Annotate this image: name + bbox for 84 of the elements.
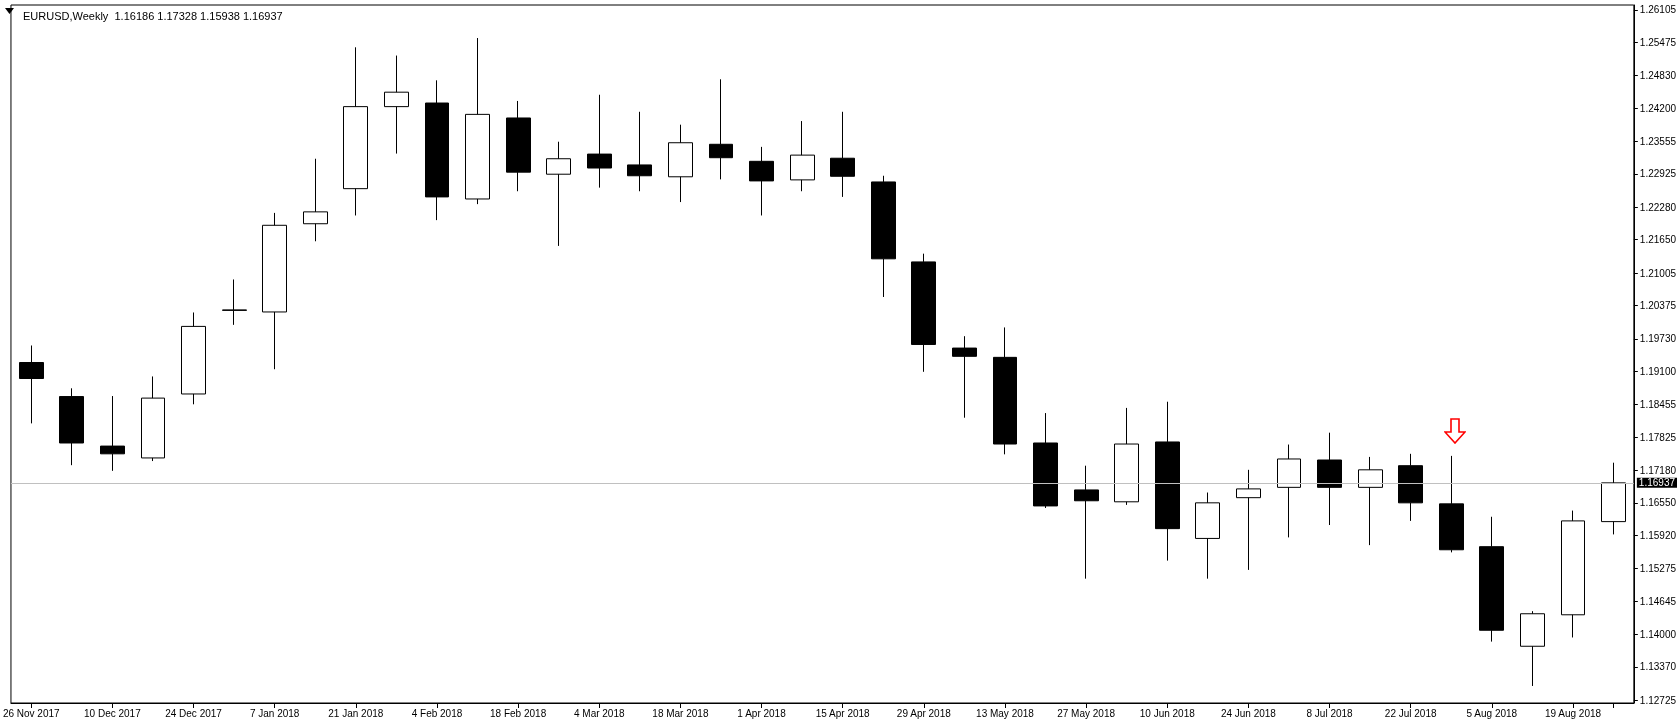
y-tick-label: 1.26105 xyxy=(1639,4,1677,16)
y-tick-label: 1.17180 xyxy=(1639,464,1677,476)
candlestick xyxy=(19,344,44,424)
candlestick xyxy=(262,212,287,370)
candlestick xyxy=(749,146,774,216)
y-tick-label: 1.18455 xyxy=(1639,399,1677,411)
y-tick-label: 1.13370 xyxy=(1639,661,1677,673)
candlestick xyxy=(627,111,652,192)
x-tick-label: 4 Feb 2018 xyxy=(411,707,463,719)
x-tick-label: 18 Mar 2018 xyxy=(652,707,709,719)
candlestick xyxy=(1277,444,1301,538)
x-tick-label: 5 Aug 2018 xyxy=(1466,707,1518,719)
candlestick xyxy=(1074,465,1099,580)
y-tick-label: 1.19730 xyxy=(1639,333,1677,345)
candlestick xyxy=(1479,516,1504,643)
y-tick-label: 1.17825 xyxy=(1639,431,1677,443)
candlestick xyxy=(587,94,612,189)
y-tick-label: 1.12725 xyxy=(1639,694,1677,706)
candlestick xyxy=(546,141,571,247)
x-tick-label: 24 Dec 2017 xyxy=(165,707,223,719)
x-tick-label: 21 Jan 2018 xyxy=(328,707,384,719)
candlestick xyxy=(1439,455,1464,553)
candlestick xyxy=(59,387,84,466)
candlestick xyxy=(384,55,409,155)
y-tick-label: 1.25475 xyxy=(1639,36,1677,48)
y-tick-label: 1.19100 xyxy=(1639,365,1677,377)
candlestick xyxy=(181,311,206,405)
candlestick xyxy=(141,375,165,462)
x-tick-label: 4 Mar 2018 xyxy=(573,707,625,719)
candlestick xyxy=(871,175,896,298)
x-tick-label: 15 Apr 2018 xyxy=(815,707,871,719)
candlestick xyxy=(1155,401,1180,562)
candlestick xyxy=(506,100,531,192)
x-tick-label: 10 Jun 2018 xyxy=(1139,707,1196,719)
y-tick-label: 1.22925 xyxy=(1639,168,1677,180)
y-tick-label: 1.15920 xyxy=(1639,529,1677,541)
x-tick-label: 19 Aug 2018 xyxy=(1544,707,1602,719)
candlestick xyxy=(343,46,368,216)
candlestick xyxy=(1195,492,1220,580)
x-tick-label: 22 Jul 2018 xyxy=(1384,707,1437,719)
candlestick xyxy=(1601,462,1626,535)
y-tick-label: 1.15275 xyxy=(1639,563,1677,575)
candlestick xyxy=(1358,456,1383,546)
candlestick xyxy=(1033,412,1058,509)
candlestick xyxy=(303,158,328,242)
candlestick xyxy=(911,253,936,373)
y-tick-label: 1.16550 xyxy=(1639,497,1677,509)
ref-line-label: 1.16937 xyxy=(1638,477,1676,489)
x-tick-label: 8 Jul 2018 xyxy=(1306,707,1354,719)
candlestick xyxy=(668,124,693,203)
y-tick-label: 1.23555 xyxy=(1639,135,1677,147)
candlestick xyxy=(1398,453,1423,522)
x-tick-label: 27 May 2018 xyxy=(1057,707,1116,719)
candlestick xyxy=(1236,469,1261,571)
y-tick-label: 1.21650 xyxy=(1639,234,1677,246)
candlestick xyxy=(425,79,449,221)
candlestick xyxy=(1561,510,1585,638)
y-tick-label: 1.22280 xyxy=(1639,201,1677,213)
y-tick-label: 1.24200 xyxy=(1639,102,1677,114)
candlestick xyxy=(100,395,125,472)
x-tick-label: 18 Feb 2018 xyxy=(490,707,547,719)
x-tick-label: 26 Nov 2017 xyxy=(2,707,61,719)
y-tick-label: 1.14000 xyxy=(1639,628,1677,640)
x-tick-label: 13 May 2018 xyxy=(976,707,1035,719)
candlestick xyxy=(709,78,733,180)
candlestick xyxy=(1317,432,1342,526)
x-tick-label: 1 Apr 2018 xyxy=(737,707,787,719)
candlestick xyxy=(830,111,855,198)
candlestick xyxy=(993,326,1017,455)
x-tick-label: 29 Apr 2018 xyxy=(896,707,952,719)
x-tick-label: 7 Jan 2018 xyxy=(249,707,300,719)
candlestick xyxy=(222,278,247,326)
candlestick xyxy=(1520,610,1545,687)
y-tick-label: 1.20375 xyxy=(1639,300,1677,312)
x-tick-label: 24 Jun 2018 xyxy=(1220,707,1277,719)
y-tick-label: 1.24830 xyxy=(1639,70,1677,82)
chart-title: EURUSD,Weekly 1.16186 1.17328 1.15938 1.16937 xyxy=(23,9,283,22)
y-tick-label: 1.14645 xyxy=(1639,595,1677,607)
candlestick xyxy=(465,37,490,205)
candlestick xyxy=(952,335,977,419)
y-tick-label: 1.21005 xyxy=(1639,267,1677,279)
candlestick xyxy=(790,120,815,192)
candlestick xyxy=(1114,407,1139,506)
x-tick-label: 10 Dec 2017 xyxy=(84,707,142,719)
